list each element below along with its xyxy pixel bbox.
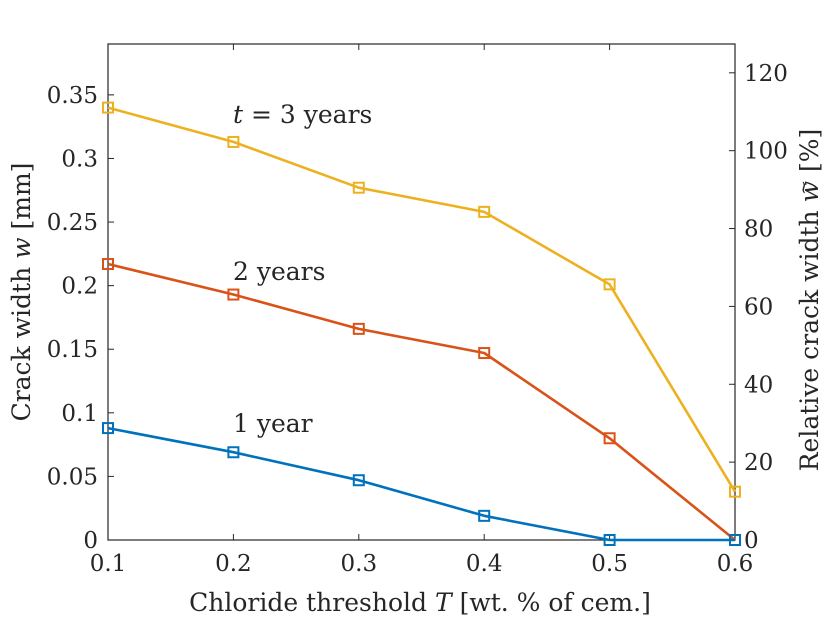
y-tick-label: 0.15	[47, 337, 98, 363]
x-tick-label: 0.6	[717, 551, 754, 577]
series-0-point-0	[102, 101, 114, 114]
series-1-point-1	[227, 288, 240, 301]
series-2-point-3	[478, 509, 491, 522]
annotation-2-years: 2 years	[233, 257, 325, 286]
series-2-point-4	[603, 534, 616, 546]
series-2-point-2	[352, 474, 365, 487]
series-1-point-4	[603, 432, 616, 445]
y-right-tick-label: 100	[744, 139, 788, 165]
y-right-tick-label: 0	[744, 528, 759, 554]
series-line-2	[107, 426, 735, 542]
series-1-point-0	[102, 258, 114, 271]
series-2-point-5	[729, 534, 741, 546]
y-tick-label: 0.2	[61, 274, 98, 300]
series-0-point-5	[729, 485, 741, 498]
axes: 0.1 0.2 0.3 0.4 0.5 0.600.050.10.150.20.250.3…	[47, 43, 788, 577]
plot-frame	[107, 43, 736, 541]
y-right-tick-label: 120	[744, 61, 788, 87]
series-layer	[102, 101, 741, 546]
y-tick-label: 0.3	[61, 146, 98, 172]
x-axis-title: Chloride threshold T [wt. % of cem.]	[189, 588, 651, 617]
series-line-1	[107, 262, 736, 542]
y-right-axis-title: Relative crack width w~ [%]	[793, 129, 824, 472]
series-0-point-2	[352, 181, 365, 194]
y-right-tick-label: 20	[744, 450, 773, 476]
series-1-point-3	[478, 347, 491, 360]
series-0-point-3	[478, 205, 491, 218]
y-right-tick-label: 60	[744, 294, 773, 320]
series-0-point-1	[227, 135, 240, 148]
labels-layer: Chloride threshold T [wt. % of cem.] Cra…	[7, 100, 824, 617]
y-tick-label: 0.35	[47, 83, 98, 109]
series-0-point-4	[603, 278, 616, 291]
annotation-1-year: 1 year	[233, 409, 313, 438]
series-2-point-1	[227, 446, 240, 459]
series-1-point-2	[352, 322, 365, 335]
y-tick-label: 0.05	[47, 464, 98, 490]
y-right-tick-label: 80	[744, 217, 773, 243]
x-tick-label: 0.4	[466, 551, 503, 577]
y-tick-label: 0.25	[47, 210, 98, 236]
y-tick-label: 0.1	[61, 401, 98, 427]
series-2-point-0	[102, 422, 114, 435]
annotation-3-years: t = 3 years	[233, 100, 372, 129]
series-line-0	[107, 106, 737, 493]
y-right-tick-label: 40	[744, 372, 773, 398]
x-tick-label: 0.3	[341, 551, 378, 577]
x-tick-label: 0.1	[90, 551, 127, 577]
y-axis-title: Crack width w [mm]	[7, 163, 36, 422]
x-tick-label: 0.5	[591, 551, 628, 577]
y-tick-label: 0	[83, 528, 98, 554]
x-tick-label: 0.2	[215, 551, 252, 577]
